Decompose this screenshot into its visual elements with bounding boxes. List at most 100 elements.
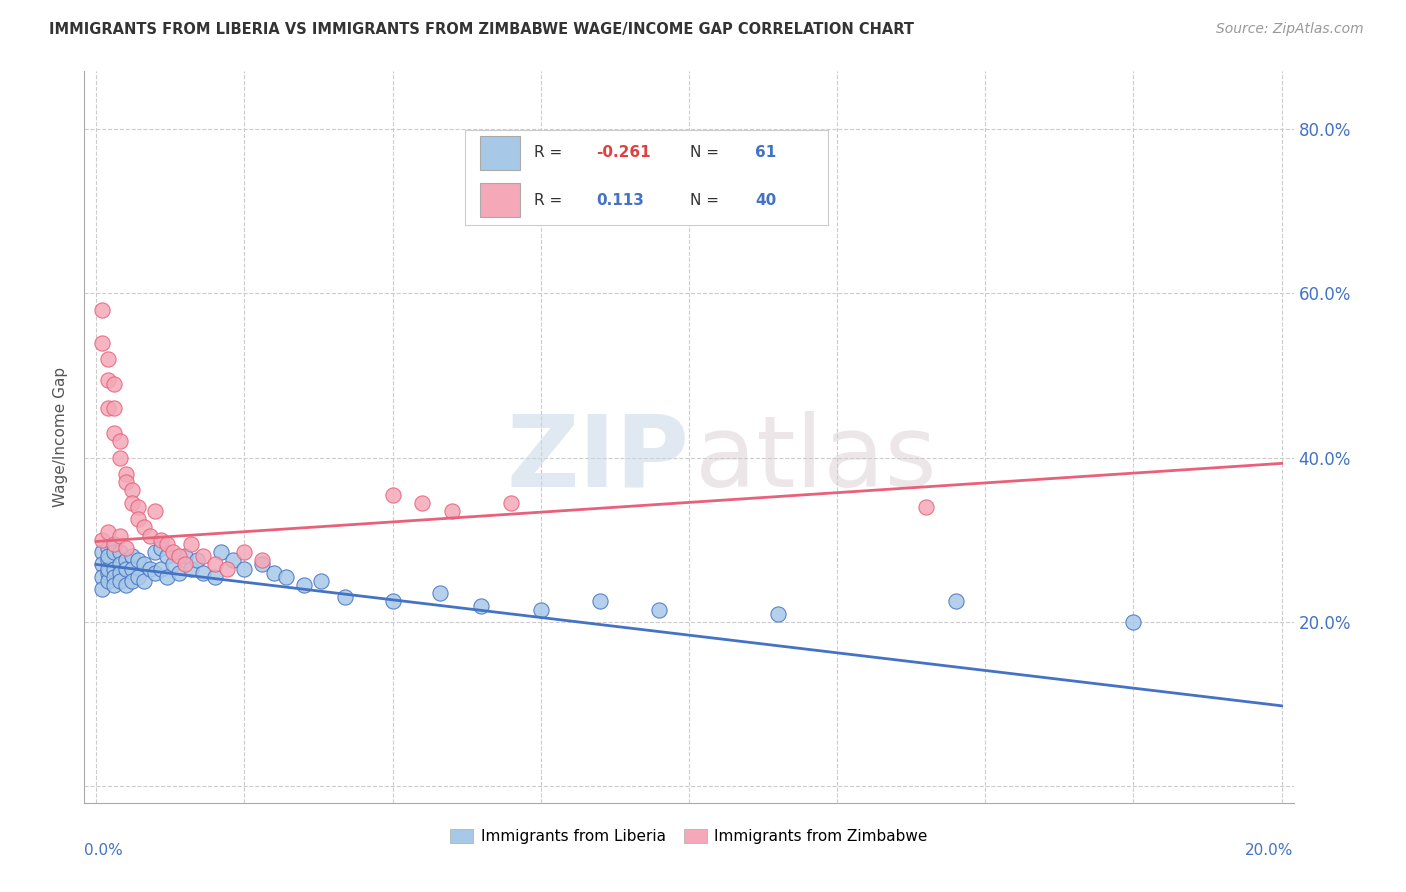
Point	[132, 558, 155, 572]
Point	[127, 512, 149, 526]
Point	[97, 351, 120, 366]
Point	[150, 533, 173, 547]
Point	[429, 586, 451, 600]
Point	[103, 376, 125, 391]
Point	[589, 594, 612, 608]
Point	[145, 504, 167, 518]
Point	[174, 549, 197, 564]
Point	[145, 545, 167, 559]
Text: atlas: atlas	[695, 410, 936, 508]
Point	[156, 549, 179, 564]
Point	[121, 574, 143, 588]
Point	[91, 302, 114, 317]
Point	[115, 541, 138, 555]
Point	[470, 599, 492, 613]
Point	[209, 545, 232, 559]
Point	[108, 558, 131, 572]
Point	[162, 558, 184, 572]
Point	[97, 561, 120, 575]
Point	[127, 500, 149, 514]
Point	[115, 475, 138, 490]
Point	[121, 483, 143, 498]
Point	[103, 537, 125, 551]
Point	[97, 549, 120, 564]
Point	[115, 578, 138, 592]
Y-axis label: Wage/Income Gap: Wage/Income Gap	[53, 367, 69, 508]
Point	[115, 467, 138, 481]
Point	[103, 578, 125, 592]
Point	[381, 487, 404, 501]
Point	[204, 558, 226, 572]
Point	[274, 570, 297, 584]
Point	[115, 561, 138, 575]
Point	[103, 545, 125, 559]
Point	[91, 570, 114, 584]
Point	[108, 574, 131, 588]
Point	[180, 537, 202, 551]
Point	[97, 524, 120, 539]
Point	[91, 545, 114, 559]
Text: ZIP: ZIP	[506, 410, 689, 508]
Point	[97, 541, 120, 555]
Point	[91, 582, 114, 596]
Text: IMMIGRANTS FROM LIBERIA VS IMMIGRANTS FROM ZIMBABWE WAGE/INCOME GAP CORRELATION : IMMIGRANTS FROM LIBERIA VS IMMIGRANTS FR…	[49, 22, 914, 37]
Point	[97, 566, 120, 580]
Point	[156, 570, 179, 584]
Point	[132, 520, 155, 534]
Point	[115, 553, 138, 567]
Point	[501, 496, 523, 510]
Point	[311, 574, 333, 588]
Text: 20.0%: 20.0%	[1246, 843, 1294, 858]
Point	[138, 529, 160, 543]
Point	[97, 553, 120, 567]
Point	[263, 566, 285, 580]
Point	[91, 558, 114, 572]
Point	[103, 401, 125, 416]
Point	[411, 496, 433, 510]
Point	[121, 549, 143, 564]
Point	[108, 545, 131, 559]
Point	[108, 566, 131, 580]
Point	[221, 553, 243, 567]
Point	[440, 504, 463, 518]
Point	[530, 602, 553, 616]
Point	[648, 602, 671, 616]
Point	[103, 537, 125, 551]
Point	[167, 566, 190, 580]
Point	[167, 549, 190, 564]
Point	[103, 570, 125, 584]
Point	[91, 533, 114, 547]
Point	[162, 545, 184, 559]
Point	[250, 558, 273, 572]
Point	[250, 553, 273, 567]
Point	[233, 561, 256, 575]
Point	[333, 591, 356, 605]
Point	[121, 496, 143, 510]
Text: 0.0%: 0.0%	[84, 843, 124, 858]
Point	[191, 566, 214, 580]
Legend: Immigrants from Liberia, Immigrants from Zimbabwe: Immigrants from Liberia, Immigrants from…	[444, 822, 934, 850]
Point	[145, 566, 167, 580]
Point	[97, 574, 120, 588]
Point	[150, 561, 173, 575]
Point	[108, 529, 131, 543]
Point	[150, 541, 173, 555]
Text: Source: ZipAtlas.com: Source: ZipAtlas.com	[1216, 22, 1364, 37]
Point	[138, 561, 160, 575]
Point	[156, 537, 179, 551]
Point	[915, 500, 938, 514]
Point	[180, 561, 202, 575]
Point	[132, 574, 155, 588]
Point	[215, 561, 238, 575]
Point	[191, 549, 214, 564]
Point	[103, 561, 125, 575]
Point	[174, 558, 197, 572]
Point	[945, 594, 967, 608]
Point	[97, 401, 120, 416]
Point	[204, 570, 226, 584]
Point	[91, 335, 114, 350]
Point	[108, 434, 131, 449]
Point	[127, 553, 149, 567]
Point	[103, 425, 125, 440]
Point	[127, 570, 149, 584]
